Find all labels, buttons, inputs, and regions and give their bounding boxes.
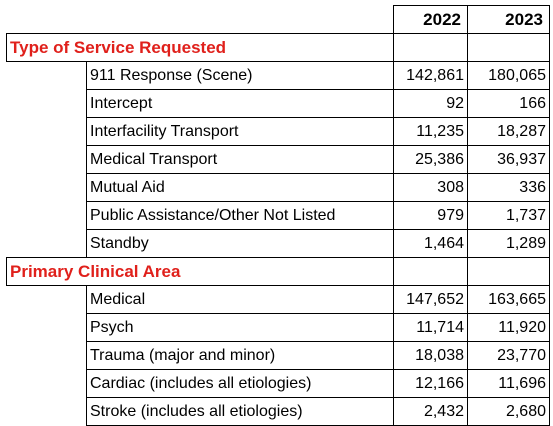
section-empty-cell-2022 — [393, 257, 468, 286]
section-empty-cell-2023 — [467, 33, 550, 62]
value-2022: 25,386 — [393, 145, 468, 174]
row-label: Standby — [86, 229, 394, 258]
value-2022: 147,652 — [393, 285, 468, 314]
value-2023: 180,065 — [467, 61, 550, 90]
value-2022: 979 — [393, 201, 468, 230]
row-label: Interfacility Transport — [86, 117, 394, 146]
value-2022: 308 — [393, 173, 468, 202]
value-2023: 36,937 — [467, 145, 550, 174]
value-2023: 23,770 — [467, 341, 550, 370]
row-label: Medical — [86, 285, 394, 314]
row-label: 911 Response (Scene) — [86, 61, 394, 90]
value-2023: 18,287 — [467, 117, 550, 146]
row-label: Cardiac (includes all etiologies) — [86, 369, 394, 398]
value-2022: 142,861 — [393, 61, 468, 90]
row-label: Intercept — [86, 89, 394, 118]
value-2022: 12,166 — [393, 369, 468, 398]
row-label: Medical Transport — [86, 145, 394, 174]
row-label: Public Assistance/Other Not Listed — [86, 201, 394, 230]
value-2022: 11,714 — [393, 313, 468, 342]
value-2022: 11,235 — [393, 117, 468, 146]
value-2022: 92 — [393, 89, 468, 118]
value-2023: 11,920 — [467, 313, 550, 342]
value-2023: 1,289 — [467, 229, 550, 258]
value-2023: 1,737 — [467, 201, 550, 230]
section-empty-cell-2022 — [393, 33, 468, 62]
value-2023: 11,696 — [467, 369, 550, 398]
value-2023: 2,680 — [467, 397, 550, 426]
row-label: Psych — [86, 313, 394, 342]
section-empty-cell-2023 — [467, 257, 550, 286]
value-2022: 2,432 — [393, 397, 468, 426]
row-label: Trauma (major and minor) — [86, 341, 394, 370]
row-label: Stroke (includes all etiologies) — [86, 397, 394, 426]
row-label: Mutual Aid — [86, 173, 394, 202]
section-title: Primary Clinical Area — [6, 257, 394, 286]
value-2022: 1,464 — [393, 229, 468, 258]
section-title: Type of Service Requested — [6, 33, 394, 62]
year-header-2023: 2023 — [467, 5, 550, 34]
value-2023: 336 — [467, 173, 550, 202]
value-2022: 18,038 — [393, 341, 468, 370]
value-2023: 166 — [467, 89, 550, 118]
value-2023: 163,665 — [467, 285, 550, 314]
year-header-2022: 2022 — [393, 5, 468, 34]
